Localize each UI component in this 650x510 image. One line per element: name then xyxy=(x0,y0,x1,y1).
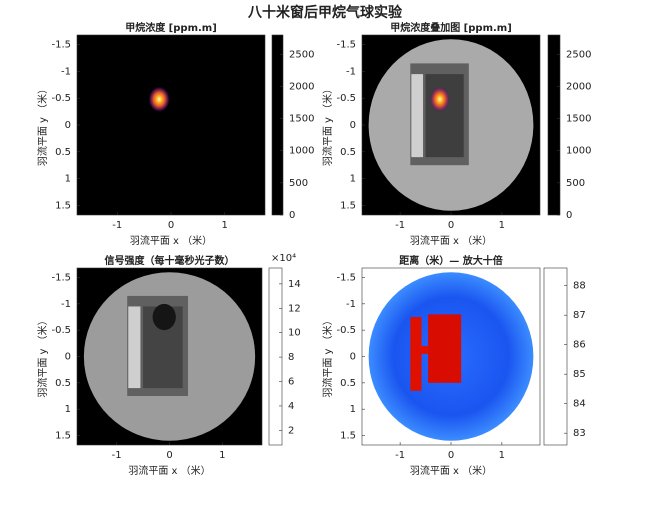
y-tick-label: 1.5 xyxy=(55,431,71,442)
heatmap-image xyxy=(362,35,540,215)
y-tick-label: 0.5 xyxy=(55,378,71,389)
heatmap-image xyxy=(77,268,262,445)
window-shadow xyxy=(152,303,176,331)
colorbar-tick-label: 6 xyxy=(288,377,294,388)
colorbar-tick-label: 2 xyxy=(288,425,294,436)
window-pane xyxy=(421,345,429,354)
colorbar-tick-label: 12 xyxy=(288,303,301,314)
x-axis-label: 羽流平面 x （米） xyxy=(410,234,492,247)
y-tick-label: 1.5 xyxy=(340,200,356,211)
y-tick-label: 1 xyxy=(65,174,71,185)
y-tick-label: 1 xyxy=(65,404,71,415)
heatmap-image xyxy=(77,35,265,215)
y-axis-label: 羽流平面 y （米） xyxy=(321,315,334,397)
x-axis-label: 羽流平面 x （米） xyxy=(128,464,210,477)
colorbar-tick-label: 2500 xyxy=(566,49,591,60)
colorbar-tick-label: 500 xyxy=(289,178,308,189)
colorbar-tick-label: 0 xyxy=(566,210,572,221)
x-tick-label: 1 xyxy=(499,220,505,231)
plume xyxy=(148,86,170,113)
x-axis-label: 羽流平面 x （米） xyxy=(130,234,212,247)
y-tick-label: 1.5 xyxy=(340,431,356,442)
colorbar xyxy=(543,267,568,446)
panel-title: 甲烷浓度叠加图 [ppm.m] xyxy=(390,21,512,34)
y-tick-label: 0 xyxy=(65,120,71,131)
colorbar-tick-label: 10 xyxy=(288,328,301,339)
y-tick-label: -1.5 xyxy=(51,40,71,51)
y-tick-label: 0.5 xyxy=(55,147,71,158)
colorbar-tick-label: 2000 xyxy=(566,81,591,92)
window-pane xyxy=(410,316,422,391)
colorbar-tick-label: 500 xyxy=(566,178,585,189)
panel-title: 信号强度（每十毫秒光子数） xyxy=(105,254,235,267)
colorbar-tick-label: 86 xyxy=(573,340,586,351)
colorbar-tick-label: 1500 xyxy=(566,114,591,125)
colorbar-tick-label: 8 xyxy=(288,352,294,363)
colorbar-tick-label: 4 xyxy=(288,401,294,412)
y-tick-label: 0 xyxy=(65,352,71,363)
x-tick-label: 0 xyxy=(448,450,454,461)
colorbar-tick-label: 0 xyxy=(289,210,295,221)
window-pane xyxy=(425,74,464,158)
heatmap-image xyxy=(362,268,540,445)
figure-title: 八十米窗后甲烷气球实验 xyxy=(247,4,403,21)
colorbar-tick-label: 83 xyxy=(573,428,586,439)
x-tick-label: 0 xyxy=(448,220,454,231)
y-tick-label: 0 xyxy=(350,120,356,131)
x-tick-label: -1 xyxy=(395,450,405,461)
y-tick-label: 0 xyxy=(350,352,356,363)
y-tick-label: -1 xyxy=(61,299,71,310)
colorbar-tick-label: 14 xyxy=(288,279,301,290)
x-tick-label: -1 xyxy=(112,450,122,461)
colorbar-tick-label: 2000 xyxy=(289,81,314,92)
colorbar-tick-label: 87 xyxy=(573,310,586,321)
y-tick-label: -1.5 xyxy=(336,272,356,283)
y-tick-label: -1.5 xyxy=(51,272,71,283)
y-tick-label: -1.5 xyxy=(336,40,356,51)
y-tick-label: -0.5 xyxy=(51,325,71,336)
panel-title: 距离（米）— 放大十倍 xyxy=(399,254,502,267)
window-pane xyxy=(428,314,462,383)
colorbar-tick-label: 1000 xyxy=(289,146,314,157)
colorbar-tick-label: 84 xyxy=(573,399,586,410)
y-tick-label: -1 xyxy=(346,299,356,310)
x-tick-label: 0 xyxy=(168,220,174,231)
y-tick-label: 1 xyxy=(350,174,356,185)
plume xyxy=(429,86,450,113)
y-tick-label: -1 xyxy=(346,66,356,77)
y-tick-label: 0.5 xyxy=(340,147,356,158)
image-background xyxy=(77,35,265,215)
y-axis-label: 羽流平面 y （米） xyxy=(36,84,49,166)
x-tick-label: 1 xyxy=(499,450,505,461)
x-tick-label: 1 xyxy=(219,450,225,461)
y-tick-label: -1 xyxy=(61,66,71,77)
colorbar-tick-label: 2500 xyxy=(289,49,314,60)
x-axis-label: 羽流平面 x （米） xyxy=(410,464,492,477)
x-tick-label: 1 xyxy=(222,220,228,231)
y-tick-label: 1.5 xyxy=(55,200,71,211)
colorbar xyxy=(268,267,283,446)
window-strip xyxy=(411,74,424,158)
y-axis-label: 羽流平面 y （米） xyxy=(321,84,334,166)
colorbar-tick-label: 1000 xyxy=(566,146,591,157)
colorbar xyxy=(547,34,561,216)
colorbar xyxy=(271,34,284,216)
colorbar-exponent: ×10⁴ xyxy=(271,253,296,264)
x-tick-label: 0 xyxy=(166,450,172,461)
colorbar-tick-label: 88 xyxy=(573,281,586,292)
panel-title: 甲烷浓度 [ppm.m] xyxy=(125,21,217,34)
x-tick-label: -1 xyxy=(112,220,122,231)
y-tick-label: -0.5 xyxy=(51,93,71,104)
y-tick-label: 0.5 xyxy=(340,378,356,389)
y-tick-label: 1 xyxy=(350,404,356,415)
y-axis-label: 羽流平面 y （米） xyxy=(36,315,49,397)
y-tick-label: -0.5 xyxy=(336,93,356,104)
colorbar-tick-label: 85 xyxy=(573,369,586,380)
y-tick-label: -0.5 xyxy=(336,325,356,336)
window-strip xyxy=(128,306,141,389)
x-tick-label: -1 xyxy=(395,220,405,231)
colorbar-tick-label: 1500 xyxy=(289,114,314,125)
